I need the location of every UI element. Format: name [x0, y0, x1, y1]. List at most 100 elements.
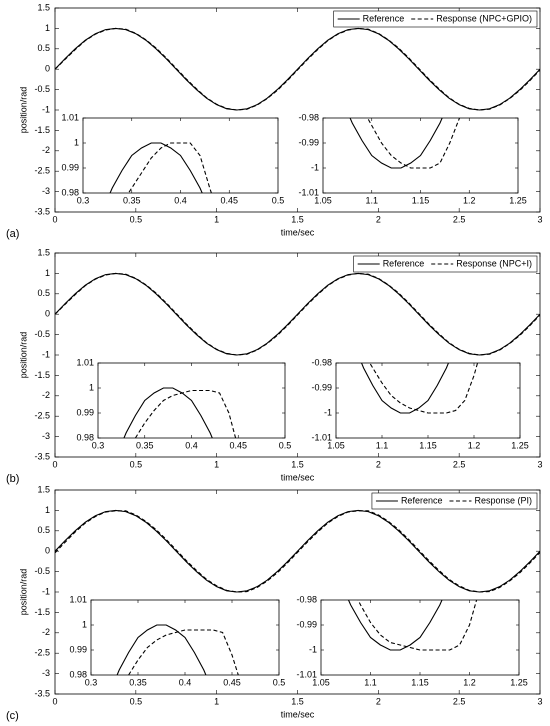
y-tick-label: -1 — [311, 162, 319, 172]
y-tick-label: 0.98 — [61, 187, 79, 197]
x-tick-label: 0.35 — [129, 677, 147, 687]
legend-label: Response (NPC+I) — [456, 258, 532, 268]
series-line — [369, 363, 479, 414]
y-tick-label: -2.5 — [34, 648, 50, 658]
x-tick-label: 0.5 — [273, 677, 286, 687]
panel-label: (a) — [6, 228, 19, 240]
x-tick-label: 3 — [537, 696, 542, 706]
y-tick-label: -1.01 — [296, 669, 317, 679]
legend-label: Reference — [363, 13, 405, 23]
y-tick-label: -0.5 — [34, 84, 50, 94]
panel-label: (b) — [6, 473, 19, 485]
plot-area — [116, 624, 239, 675]
x-tick-label: 1 — [214, 214, 219, 224]
x-tick-label: 1 — [214, 696, 219, 706]
x-tick-label: 3 — [537, 214, 542, 224]
y-tick-label: -1.01 — [311, 432, 332, 442]
y-tick-label: -3.5 — [34, 688, 50, 698]
y-tick-label: -0.98 — [298, 112, 319, 122]
x-tick-label: 1.15 — [412, 195, 430, 205]
series-line — [128, 629, 239, 675]
series-line — [55, 509, 540, 593]
y-tick-label: 1 — [45, 268, 50, 278]
y-tick-label: -3 — [42, 186, 50, 196]
legend: Reference Response (NPC+GPIO) — [333, 10, 538, 28]
x-tick-label: 0.4 — [185, 440, 198, 450]
y-tick-label: 1 — [74, 137, 79, 147]
x-tick-label: 1.2 — [463, 677, 476, 687]
legend-box — [333, 10, 538, 28]
y-tick-label: -1 — [324, 407, 332, 417]
y-tick-label: 1 — [45, 505, 50, 515]
y-tick-label: 1.01 — [76, 357, 94, 367]
x-tick-label: 1.1 — [364, 677, 377, 687]
y-tick-label: -0.5 — [34, 566, 50, 576]
y-tick-label: -2 — [42, 390, 50, 400]
x-tick-label: 1.2 — [468, 440, 481, 450]
x-tick-label: 0.4 — [179, 677, 192, 687]
x-tick-label: 1.25 — [510, 677, 528, 687]
y-tick-label: -2 — [42, 627, 50, 637]
series-line — [109, 142, 203, 193]
x-tick-label: 1.05 — [314, 195, 332, 205]
x-tick-label: 1.2 — [463, 195, 476, 205]
x-tick-label: 0 — [52, 214, 57, 224]
x-tick-label: 0.4 — [174, 195, 187, 205]
x-axis-label: time/sec — [281, 472, 315, 482]
x-tick-label: 0.5 — [130, 696, 143, 706]
y-tick-label: -1 — [42, 349, 50, 359]
x-tick-label: 1.5 — [291, 696, 304, 706]
y-tick-label: -0.98 — [296, 594, 317, 604]
y-tick-label: -2.5 — [34, 166, 50, 176]
y-tick-label: -1.01 — [298, 187, 319, 197]
legend-box — [371, 492, 538, 510]
y-axis-label: position/rad — [18, 87, 28, 134]
y-tick-label: 1 — [45, 23, 50, 33]
x-tick-label: 1.25 — [509, 195, 527, 205]
y-tick-label: -2 — [42, 145, 50, 155]
x-tick-label: 0.45 — [223, 677, 241, 687]
x-tick-label: 0 — [52, 459, 57, 469]
x-tick-label: 2 — [376, 696, 381, 706]
y-tick-label: -1.5 — [34, 607, 50, 617]
series-line — [349, 118, 443, 169]
plot-area — [349, 118, 461, 169]
y-axis-label: position/rad — [18, 569, 28, 616]
y-tick-label: -0.99 — [311, 382, 332, 392]
y-tick-label: 1.5 — [37, 484, 50, 494]
y-tick-label: -0.99 — [296, 619, 317, 629]
plot-area — [55, 27, 540, 111]
legend-label: Reference — [401, 495, 443, 505]
x-tick-label: 0.5 — [130, 459, 143, 469]
y-tick-label: 0.99 — [69, 644, 87, 654]
x-tick-label: 1.1 — [365, 195, 378, 205]
x-tick-label: 1.05 — [312, 677, 330, 687]
legend: Reference Response (PI) — [371, 492, 538, 510]
plot-area — [55, 272, 540, 356]
x-tick-label: 0.45 — [229, 440, 247, 450]
x-tick-label: 1.1 — [376, 440, 389, 450]
x-axis-label: time/sec — [281, 709, 315, 719]
x-tick-label: 0 — [52, 696, 57, 706]
series-line — [55, 510, 540, 593]
series-line — [357, 600, 478, 651]
y-tick-label: -3.5 — [34, 206, 50, 216]
x-tick-label: 1.5 — [291, 459, 304, 469]
series-line — [127, 142, 212, 193]
x-tick-label: 1.5 — [291, 214, 304, 224]
y-tick-label: 1.5 — [37, 2, 50, 12]
x-tick-label: 0.3 — [92, 440, 105, 450]
y-tick-label: -1.5 — [34, 125, 50, 135]
x-tick-label: 1.05 — [327, 440, 345, 450]
y-tick-label: 0.99 — [61, 162, 79, 172]
legend-label: Response (PI) — [474, 495, 532, 505]
x-tick-label: 0.3 — [85, 677, 98, 687]
x-tick-label: 2 — [376, 214, 381, 224]
plot-area — [123, 387, 237, 438]
panel-label: (c) — [6, 710, 19, 722]
plot-area — [347, 600, 478, 651]
series-line — [116, 624, 207, 675]
y-tick-label: 0.98 — [69, 669, 87, 679]
y-axis-label: position/rad — [18, 332, 28, 379]
y-tick-label: -0.5 — [34, 329, 50, 339]
